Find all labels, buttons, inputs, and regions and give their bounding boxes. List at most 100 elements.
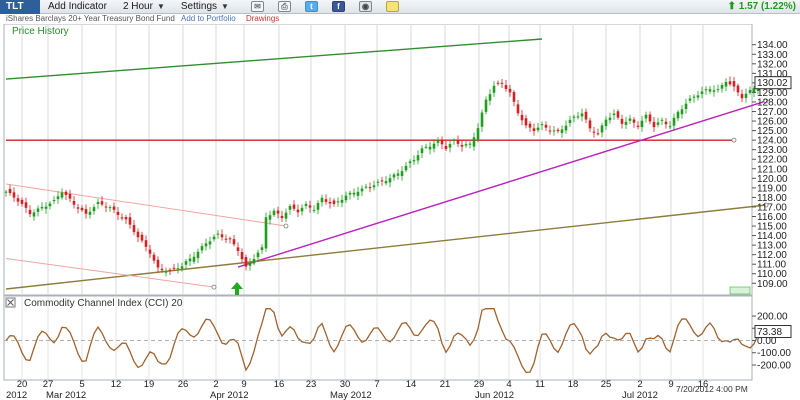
candle-body bbox=[712, 90, 716, 92]
candle-body bbox=[592, 131, 596, 133]
candle-body bbox=[724, 82, 728, 87]
candle-body bbox=[472, 137, 476, 147]
candle-body bbox=[220, 234, 224, 238]
ticker-symbol[interactable]: TLT bbox=[0, 0, 40, 14]
candle-body bbox=[492, 85, 496, 93]
facebook-icon[interactable]: f bbox=[331, 1, 345, 12]
trendline bbox=[237, 100, 767, 268]
cci-tick-label: -100.00 bbox=[757, 348, 791, 359]
price-tick-label: 126.00 bbox=[757, 117, 788, 128]
candle-body bbox=[480, 112, 484, 127]
candle-body bbox=[4, 191, 8, 193]
month-label: Jun 2012 bbox=[475, 390, 514, 400]
price-tick-label: 116.00 bbox=[757, 212, 787, 223]
candle-body bbox=[264, 217, 268, 249]
interval-dropdown[interactable]: 2 Hour ▼ bbox=[115, 0, 173, 14]
candle-body bbox=[400, 171, 404, 176]
price-chart[interactable]: 134.00133.00132.00131.00130.00129.00128.… bbox=[0, 24, 800, 400]
candle-body bbox=[40, 206, 44, 209]
candle-body bbox=[176, 268, 180, 270]
candle-body bbox=[124, 217, 128, 220]
drawings-link[interactable]: Drawings bbox=[245, 14, 280, 23]
candle-body bbox=[344, 195, 348, 201]
candle-body bbox=[20, 199, 24, 204]
candle-body bbox=[740, 93, 744, 99]
candle-body bbox=[408, 161, 412, 164]
candle-body bbox=[84, 209, 88, 214]
note-icon[interactable] bbox=[385, 1, 399, 12]
candle-body bbox=[540, 124, 544, 126]
candle-body bbox=[524, 118, 528, 126]
twitter-icon[interactable]: t bbox=[304, 1, 318, 12]
candle-body bbox=[196, 251, 200, 259]
settings-dropdown[interactable]: Settings ▼ bbox=[173, 0, 237, 14]
candle-body bbox=[184, 261, 188, 265]
cci-line bbox=[5, 308, 759, 373]
candle-body bbox=[720, 84, 724, 89]
candle-body bbox=[392, 174, 396, 178]
price-tick-label: 115.00 bbox=[757, 222, 787, 233]
month-label: Jul 2012 bbox=[622, 390, 658, 400]
candle-body bbox=[572, 116, 576, 118]
candle-body bbox=[704, 89, 708, 91]
date-tick-label: 30 bbox=[340, 379, 351, 390]
candle-body bbox=[564, 125, 568, 131]
camera-icon[interactable]: ◉ bbox=[358, 1, 372, 12]
candle-body bbox=[120, 217, 124, 219]
candle-body bbox=[140, 234, 144, 241]
candle-body bbox=[136, 231, 140, 238]
candle-body bbox=[248, 262, 252, 266]
price-change: ⬆ 1.57 (1.22%) bbox=[728, 0, 796, 14]
price-tick-label: 117.00 bbox=[757, 202, 787, 213]
candle-body bbox=[48, 203, 52, 207]
price-tick-label: 114.00 bbox=[757, 231, 787, 242]
candle-body bbox=[448, 144, 452, 148]
candle-body bbox=[520, 114, 524, 121]
candle-body bbox=[388, 178, 392, 183]
candle-body bbox=[32, 212, 36, 217]
date-tick-label: 9 bbox=[668, 379, 673, 390]
date-tick-label: 25 bbox=[601, 379, 612, 390]
date-tick-label: 16 bbox=[274, 379, 285, 390]
add-indicator-button[interactable]: Add Indicator bbox=[40, 0, 115, 14]
date-tick-label: 2 bbox=[213, 379, 218, 390]
price-tick-label: 125.00 bbox=[757, 126, 788, 137]
candle-body bbox=[236, 247, 240, 251]
candle-body bbox=[276, 210, 280, 214]
candle-body bbox=[200, 246, 204, 251]
date-tick-label: 29 bbox=[474, 379, 485, 390]
candle-body bbox=[228, 238, 232, 240]
candle-body bbox=[76, 207, 80, 209]
candle-body bbox=[304, 203, 308, 207]
candle-body bbox=[376, 181, 380, 183]
candle-body bbox=[432, 143, 436, 149]
candle-body bbox=[632, 119, 636, 123]
month-label: Mar 2012 bbox=[46, 390, 86, 400]
candle-body bbox=[660, 119, 664, 121]
candle-body bbox=[368, 187, 372, 189]
price-tick-label: 128.00 bbox=[757, 97, 788, 108]
candle-body bbox=[364, 186, 368, 188]
candle-body bbox=[272, 210, 276, 216]
price-change-value: 1.57 (1.22%) bbox=[738, 1, 796, 12]
candle-body bbox=[244, 257, 248, 267]
print-icon[interactable]: ⎙ bbox=[277, 1, 291, 12]
candle-body bbox=[288, 206, 292, 210]
add-indicator-label: Add Indicator bbox=[48, 0, 107, 12]
candle-body bbox=[644, 114, 648, 119]
candle-body bbox=[360, 188, 364, 192]
candle-body bbox=[260, 247, 264, 251]
mail-icon[interactable]: ✉ bbox=[250, 1, 264, 12]
candle-body bbox=[92, 207, 96, 212]
add-to-portfolio-link[interactable]: Add to Portfolio bbox=[181, 14, 236, 23]
trendlines bbox=[5, 38, 769, 290]
trendline bbox=[5, 204, 767, 290]
candle-body bbox=[56, 196, 60, 200]
candle-body bbox=[716, 89, 720, 91]
candle-body bbox=[552, 130, 556, 132]
candle-body bbox=[468, 143, 472, 145]
candle-body bbox=[444, 146, 448, 149]
last-price-box bbox=[754, 76, 792, 90]
candle-body bbox=[488, 94, 492, 101]
candle-body bbox=[252, 258, 256, 264]
